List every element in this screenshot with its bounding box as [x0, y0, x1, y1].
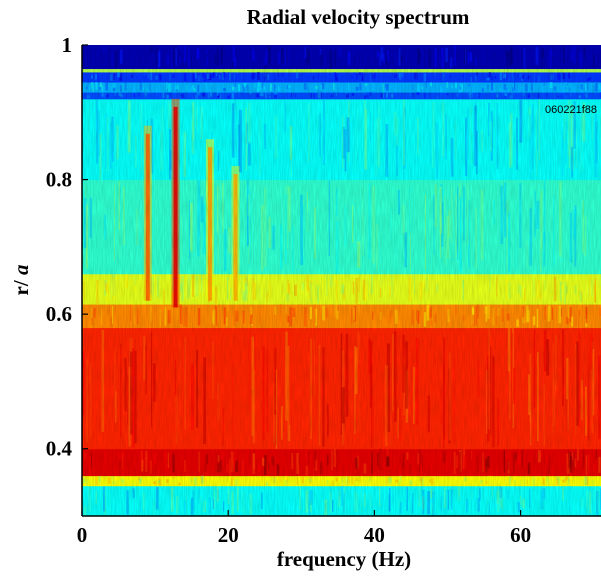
y-axis-ticks: 0.4 0.6 0.8 1	[46, 33, 88, 461]
x-tick-label-60: 60	[510, 523, 531, 547]
x-tick-label-20: 20	[218, 523, 239, 547]
x-axis-label: frequency (Hz)	[277, 547, 411, 571]
x-tick-label-0: 0	[77, 523, 88, 547]
chart-title: Radial velocity spectrum	[247, 5, 470, 29]
y-axis-label-main: r/	[9, 275, 33, 295]
y-tick-label-0.6: 0.6	[46, 302, 72, 326]
x-tick-label-40: 40	[364, 523, 385, 547]
y-tick-label-0.8: 0.8	[46, 168, 72, 192]
x-axis-ticks: 0 20 40 60	[77, 510, 531, 547]
y-axis-label-italic: a	[9, 265, 33, 276]
y-axis-label: r/ a	[9, 265, 33, 296]
plot-area	[82, 45, 601, 516]
shot-annotation: 060221f88	[545, 104, 597, 116]
y-tick-label-1: 1	[62, 33, 73, 57]
y-tick-label-0.4: 0.4	[46, 437, 73, 461]
speckle-texture	[82, 45, 601, 516]
